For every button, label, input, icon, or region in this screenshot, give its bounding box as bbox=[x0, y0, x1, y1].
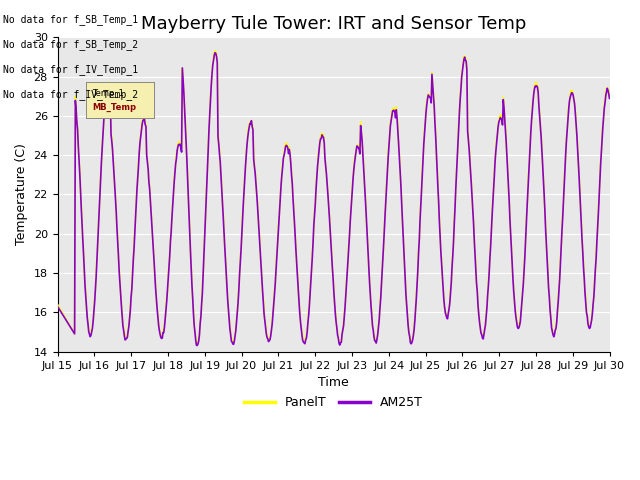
Text: No data for f_SB_Temp_1: No data for f_SB_Temp_1 bbox=[3, 14, 138, 25]
Text: No data for f_IV_Temp_2: No data for f_IV_Temp_2 bbox=[3, 89, 138, 100]
Text: No data for f_SB_Temp_2: No data for f_SB_Temp_2 bbox=[3, 39, 138, 50]
Title: Mayberry Tule Tower: IRT and Sensor Temp: Mayberry Tule Tower: IRT and Sensor Temp bbox=[141, 15, 526, 33]
X-axis label: Time: Time bbox=[318, 376, 349, 389]
Text: No data for f_IV_Temp_1: No data for f_IV_Temp_1 bbox=[3, 64, 138, 75]
Text: MB_Temp: MB_Temp bbox=[92, 103, 136, 112]
Y-axis label: Temperature (C): Temperature (C) bbox=[15, 144, 28, 245]
Legend: PanelT, AM25T: PanelT, AM25T bbox=[239, 391, 428, 414]
Text: Temp_1: Temp_1 bbox=[92, 89, 124, 97]
